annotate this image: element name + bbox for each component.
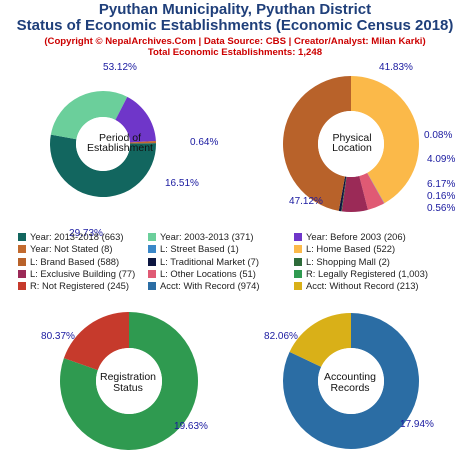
- slice-label: 0.64%: [190, 137, 218, 148]
- legend-label: L: Brand Based (588): [30, 255, 120, 267]
- slice-label: 0.56%: [427, 203, 455, 214]
- legend-label: R: Legally Registered (1,003): [306, 267, 428, 279]
- donut-slice: [341, 176, 347, 212]
- legend-label: L: Street Based (1): [160, 243, 239, 255]
- slice-label: 0.08%: [424, 130, 452, 141]
- donut-center-label: Location: [332, 142, 372, 154]
- legend-item: R: Legally Registered (1,003): [294, 267, 458, 279]
- donut-center-label: Establishment: [87, 142, 153, 154]
- donut-slice: [359, 172, 385, 210]
- copyright-line: (Copyright © NepalArchives.Com | Data So…: [44, 36, 426, 47]
- legend-swatch: [18, 269, 26, 278]
- legend-swatch: [18, 257, 26, 266]
- slice-label: 19.63%: [174, 421, 208, 432]
- legend-swatch: [148, 233, 156, 241]
- donut-center-label: Records: [330, 382, 369, 394]
- legend-item: L: Shopping Mall (2): [294, 255, 458, 267]
- legend-item: Year: 2013-2018 (663): [18, 232, 148, 242]
- legend-item: R: Not Registered (245): [18, 281, 148, 291]
- legend-item: L: Other Locations (51): [148, 267, 294, 279]
- legend-item: L: Traditional Market (7): [148, 255, 294, 267]
- slice-label: 29.73%: [69, 228, 103, 239]
- slice-label: 41.83%: [379, 62, 413, 73]
- slice-label: 82.06%: [264, 331, 298, 342]
- legend-swatch: [148, 282, 156, 291]
- legend-swatch: [294, 245, 302, 254]
- legend-item: L: Home Based (522): [294, 244, 458, 254]
- donut-slice: [282, 313, 419, 450]
- donut-slice: [289, 313, 351, 367]
- legend-swatch: [294, 257, 302, 266]
- legend-swatch: [294, 269, 302, 278]
- total-establishments: Total Economic Establishments: 1,248: [147, 47, 323, 58]
- legend-item: L: Exclusive Building (77): [18, 267, 148, 279]
- donut-center-label: Physical: [332, 132, 371, 144]
- legend-label: Year: Before 2003 (206): [306, 231, 406, 242]
- chart-title-line2: Status of Economic Establishments (Econo…: [16, 17, 454, 34]
- legend-swatch: [18, 245, 26, 254]
- donut-center-label: Registration: [100, 371, 156, 383]
- legend-swatch: [18, 282, 26, 291]
- donut-center-label: Accounting: [324, 371, 376, 383]
- legend-label: L: Other Locations (51): [160, 267, 256, 279]
- legend-swatch: [148, 257, 156, 266]
- donut-hole: [318, 111, 384, 177]
- slice-label: 4.09%: [427, 154, 455, 165]
- slice-label: 0.16%: [427, 191, 455, 202]
- donut-slice: [282, 76, 351, 211]
- slice-label: 17.94%: [400, 419, 434, 430]
- legend-label: Acct: With Record (974): [160, 280, 260, 292]
- slice-label: 80.37%: [41, 331, 75, 342]
- legend-swatch: [18, 233, 26, 241]
- legend-item: L: Street Based (1): [148, 244, 294, 254]
- legend-item: Year: Before 2003 (206): [294, 232, 458, 242]
- donut-slice: [367, 172, 385, 204]
- chart-title-line1: Pyuthan Municipality, Pyuthan District: [98, 1, 372, 18]
- legend-label: L: Shopping Mall (2): [306, 255, 390, 267]
- legend-label: L: Exclusive Building (77): [30, 267, 136, 279]
- legend-item: Acct: Without Record (213): [294, 281, 458, 291]
- legend-swatch: [148, 245, 156, 254]
- legend-item: Year: 2003-2013 (371): [148, 232, 294, 242]
- legend-item: L: Brand Based (588): [18, 255, 148, 267]
- donut-slice: [351, 76, 420, 204]
- legend-label: Year: 2003-2013 (371): [160, 231, 254, 242]
- donut-slice: [338, 176, 347, 212]
- legend-label: R: Not Registered (245): [30, 280, 130, 292]
- legend-label: L: Home Based (522): [306, 243, 396, 255]
- donut-slice: [115, 96, 156, 143]
- donut-slice: [60, 312, 199, 450]
- donut-slice: [50, 134, 156, 197]
- donut-center-label: Period of: [99, 132, 141, 144]
- legend-label: Year: Not Stated (8): [30, 243, 113, 255]
- slice-label: 16.51%: [165, 178, 199, 189]
- legend: Year: 2013-2018 (663) Year: 2003-2013 (37…: [18, 232, 458, 291]
- donut-slice: [341, 175, 368, 212]
- legend-swatch: [148, 269, 156, 278]
- legend-label: Acct: Without Record (213): [306, 280, 419, 292]
- legend-item: Year: Not Stated (8): [18, 244, 148, 254]
- donut-hole: [318, 348, 384, 414]
- donut-hole: [76, 117, 130, 171]
- legend-item: Acct: With Record (974): [148, 281, 294, 291]
- legend-swatch: [294, 233, 302, 241]
- legend-swatch: [294, 282, 302, 291]
- legend-label: Year: 2013-2018 (663): [30, 231, 124, 242]
- donut-slice: [129, 140, 156, 144]
- donut-center-label: Status: [113, 382, 143, 394]
- slice-label: 53.12%: [103, 62, 137, 73]
- slice-label: 47.12%: [289, 196, 323, 207]
- slice-label: 6.17%: [427, 179, 455, 190]
- donut-hole: [96, 348, 162, 414]
- donut-slice: [50, 90, 128, 140]
- donut-slice: [63, 312, 129, 371]
- legend-label: L: Traditional Market (7): [160, 255, 259, 267]
